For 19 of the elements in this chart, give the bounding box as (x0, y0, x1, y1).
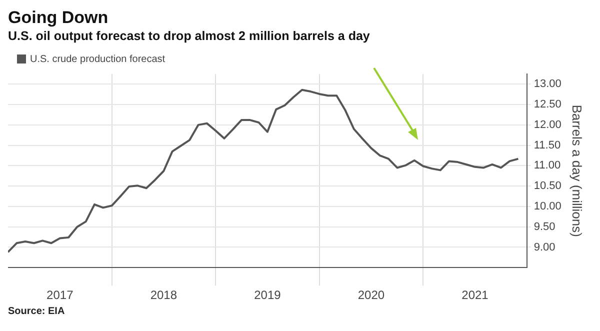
x-tick-label: 2018 (150, 288, 178, 302)
y-tick-label: 10.00 (534, 200, 562, 212)
y-tick-label: 11.00 (534, 160, 561, 172)
x-tick-label: 2019 (254, 288, 282, 302)
y-tick-label: 11.50 (534, 139, 561, 152)
y-tick-label: 10.50 (534, 180, 562, 192)
x-tick-label: 2020 (358, 288, 385, 302)
chart-subtitle: U.S. oil output forecast to drop almost 2 million barrels a day (8, 28, 371, 44)
x-tick-label: 2021 (462, 288, 489, 302)
source-note: Source: EIA (8, 306, 66, 318)
y-tick-label: 9.50 (534, 220, 556, 233)
chart-title: Going Down (8, 8, 110, 28)
legend-label: U.S. crude production forecast (30, 54, 166, 65)
x-tick-label: 2017 (46, 288, 74, 302)
y-tick-label: 13.00 (534, 78, 562, 90)
y-tick-label: 9.00 (534, 241, 556, 254)
y-axis-title: Barrels a day (millions) (570, 104, 585, 237)
y-tick-label: 12.50 (534, 98, 562, 111)
y-tick-label: 12.00 (534, 118, 562, 131)
